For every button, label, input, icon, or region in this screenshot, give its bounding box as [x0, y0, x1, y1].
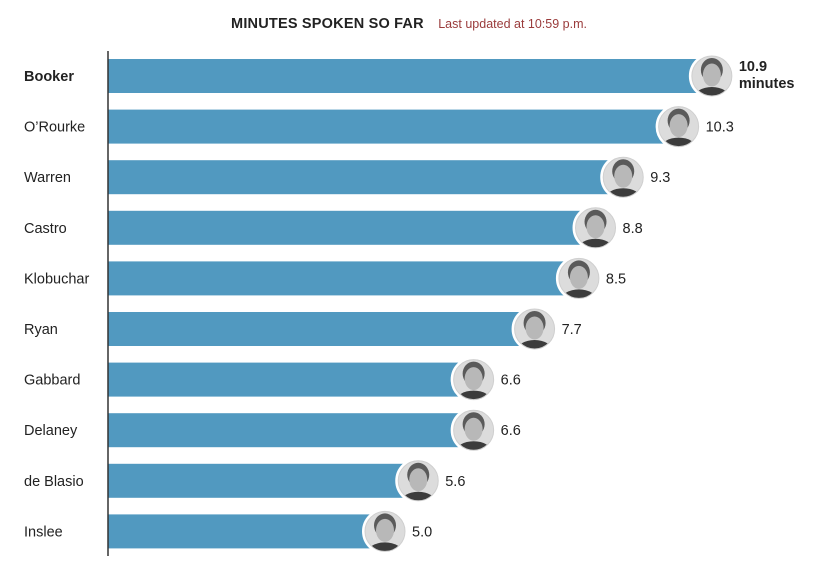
value-label: 6.6 — [501, 423, 521, 439]
value-label: 6.6 — [501, 373, 521, 389]
category-label: Warren — [24, 170, 71, 186]
chart-header: MINUTES SPOKEN SO FAR Last updated at 10… — [0, 15, 818, 33]
avatar-booker-photo — [688, 53, 735, 99]
value-label: 10.9 minutes — [739, 59, 795, 92]
avatars-group — [362, 53, 735, 555]
value-label: 10.3 — [706, 120, 734, 136]
avatar-delaney-photo — [450, 407, 497, 454]
bar-6 — [108, 312, 535, 346]
avatar-gabbard-photo — [450, 356, 497, 403]
bar-2 — [108, 109, 679, 144]
bar-1 — [108, 59, 712, 93]
value-label: 8.8 — [623, 221, 643, 237]
value-label: 7.7 — [562, 322, 582, 338]
avatar-orourke-photo — [655, 103, 702, 150]
category-label: O’Rourke — [24, 120, 85, 136]
category-label: Inslee — [24, 524, 63, 540]
category-label: Klobuchar — [24, 271, 89, 287]
value-labels-group: 10.9 minutes 10.3 9.3 8.8 8.5 7.7 6.6 6.6 5.6 5.0 — [412, 59, 794, 540]
bar-10 — [108, 514, 385, 549]
category-label: Gabbard — [24, 373, 80, 389]
chart-subtitle: Last updated at 10:59 p.m. — [438, 17, 587, 31]
avatar-deblasio-photo — [395, 457, 442, 504]
value-label: 5.0 — [412, 524, 432, 540]
bar-9 — [108, 463, 419, 498]
category-label: Booker — [24, 69, 74, 85]
avatar-ryan-photo — [511, 306, 558, 352]
category-label: de Blasio — [24, 474, 84, 490]
bar-7 — [108, 362, 474, 397]
value-label: 8.5 — [606, 271, 626, 287]
chart-title: MINUTES SPOKEN SO FAR — [231, 16, 424, 32]
category-label: Castro — [24, 221, 67, 237]
bars-group — [108, 59, 712, 549]
bar-8 — [108, 413, 474, 448]
category-labels-group: Booker O’Rourke Warren Castro Klobuchar Ryan G… — [24, 69, 89, 540]
avatar-warren-photo — [600, 154, 647, 201]
bar-3 — [108, 160, 624, 195]
bar-5 — [108, 261, 579, 296]
category-label: Delaney — [24, 423, 78, 439]
value-label: 9.3 — [650, 170, 670, 186]
avatar-inslee-photo — [362, 508, 408, 555]
avatar-klobuchar-photo — [555, 255, 602, 302]
value-label: 5.6 — [445, 474, 465, 490]
avatar-castro-photo — [572, 204, 619, 251]
bar-4 — [108, 210, 596, 245]
category-label: Ryan — [24, 322, 58, 338]
